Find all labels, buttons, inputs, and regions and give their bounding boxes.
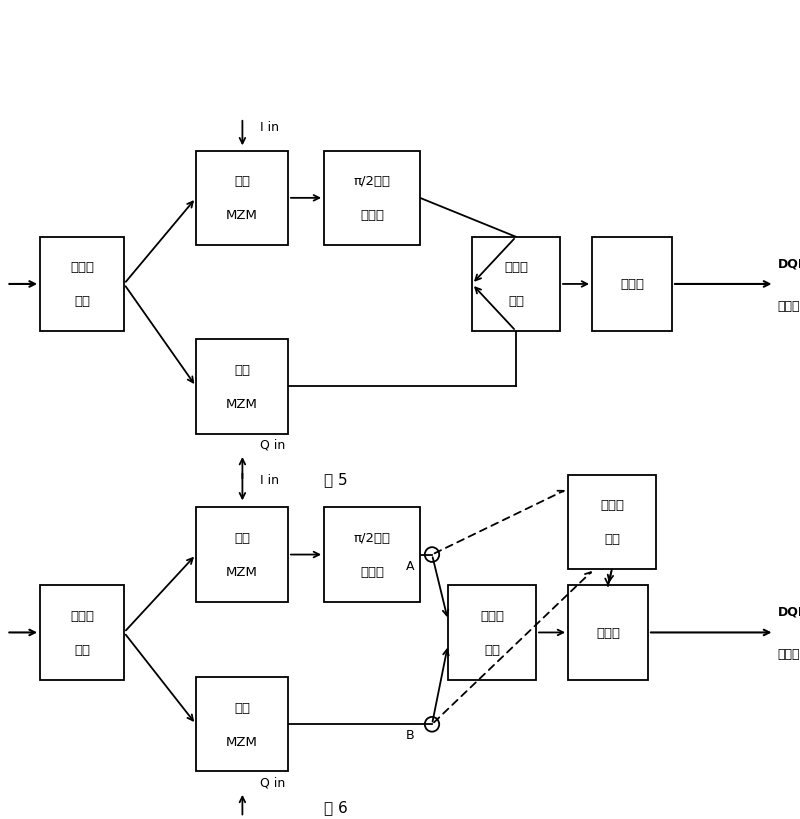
FancyBboxPatch shape: [472, 238, 560, 332]
Text: 第二: 第二: [234, 364, 250, 377]
Text: 控制器: 控制器: [360, 565, 384, 578]
Text: DQPSK: DQPSK: [778, 257, 800, 269]
Text: Q in: Q in: [260, 438, 286, 451]
Text: B: B: [406, 729, 414, 741]
Text: 控制器: 控制器: [360, 209, 384, 222]
Text: π/2相移: π/2相移: [354, 175, 390, 188]
Text: 反馈控: 反馈控: [600, 499, 624, 512]
Text: I in: I in: [260, 473, 279, 486]
Text: π/2相移: π/2相移: [354, 532, 390, 545]
Text: 光器: 光器: [508, 295, 524, 308]
Text: 制器: 制器: [604, 532, 620, 545]
FancyBboxPatch shape: [196, 677, 288, 771]
FancyBboxPatch shape: [196, 340, 288, 434]
Text: 第二: 第二: [234, 701, 250, 714]
Text: 光器: 光器: [74, 295, 90, 308]
Text: 图 6: 图 6: [324, 799, 348, 814]
Text: 第一: 第一: [234, 175, 250, 188]
Text: 图 5: 图 5: [324, 472, 348, 486]
Text: 光信号: 光信号: [778, 647, 800, 660]
Text: MZM: MZM: [226, 209, 258, 222]
FancyBboxPatch shape: [40, 238, 124, 332]
Text: 光信号: 光信号: [778, 300, 800, 312]
Text: MZM: MZM: [226, 397, 258, 410]
Text: 偏振分: 偏振分: [70, 609, 94, 622]
FancyBboxPatch shape: [196, 508, 288, 602]
FancyBboxPatch shape: [324, 508, 420, 602]
FancyBboxPatch shape: [40, 586, 124, 680]
Text: A: A: [406, 559, 414, 572]
Text: I in: I in: [260, 121, 279, 134]
Text: 偏振合: 偏振合: [480, 609, 504, 622]
Text: 偏振分: 偏振分: [70, 261, 94, 274]
Text: 光器: 光器: [484, 643, 500, 656]
FancyBboxPatch shape: [196, 152, 288, 246]
FancyBboxPatch shape: [568, 475, 656, 569]
FancyBboxPatch shape: [568, 586, 648, 680]
Text: 偏振合: 偏振合: [504, 261, 528, 274]
FancyBboxPatch shape: [448, 586, 536, 680]
Text: DQPSK: DQPSK: [778, 605, 800, 618]
Text: 起偏器: 起偏器: [620, 278, 644, 291]
Text: 起偏器: 起偏器: [596, 627, 620, 639]
FancyBboxPatch shape: [324, 152, 420, 246]
Text: MZM: MZM: [226, 565, 258, 578]
Text: 光器: 光器: [74, 643, 90, 656]
Text: MZM: MZM: [226, 735, 258, 748]
Text: 第一: 第一: [234, 532, 250, 545]
Text: Q in: Q in: [260, 776, 286, 789]
FancyBboxPatch shape: [592, 238, 672, 332]
